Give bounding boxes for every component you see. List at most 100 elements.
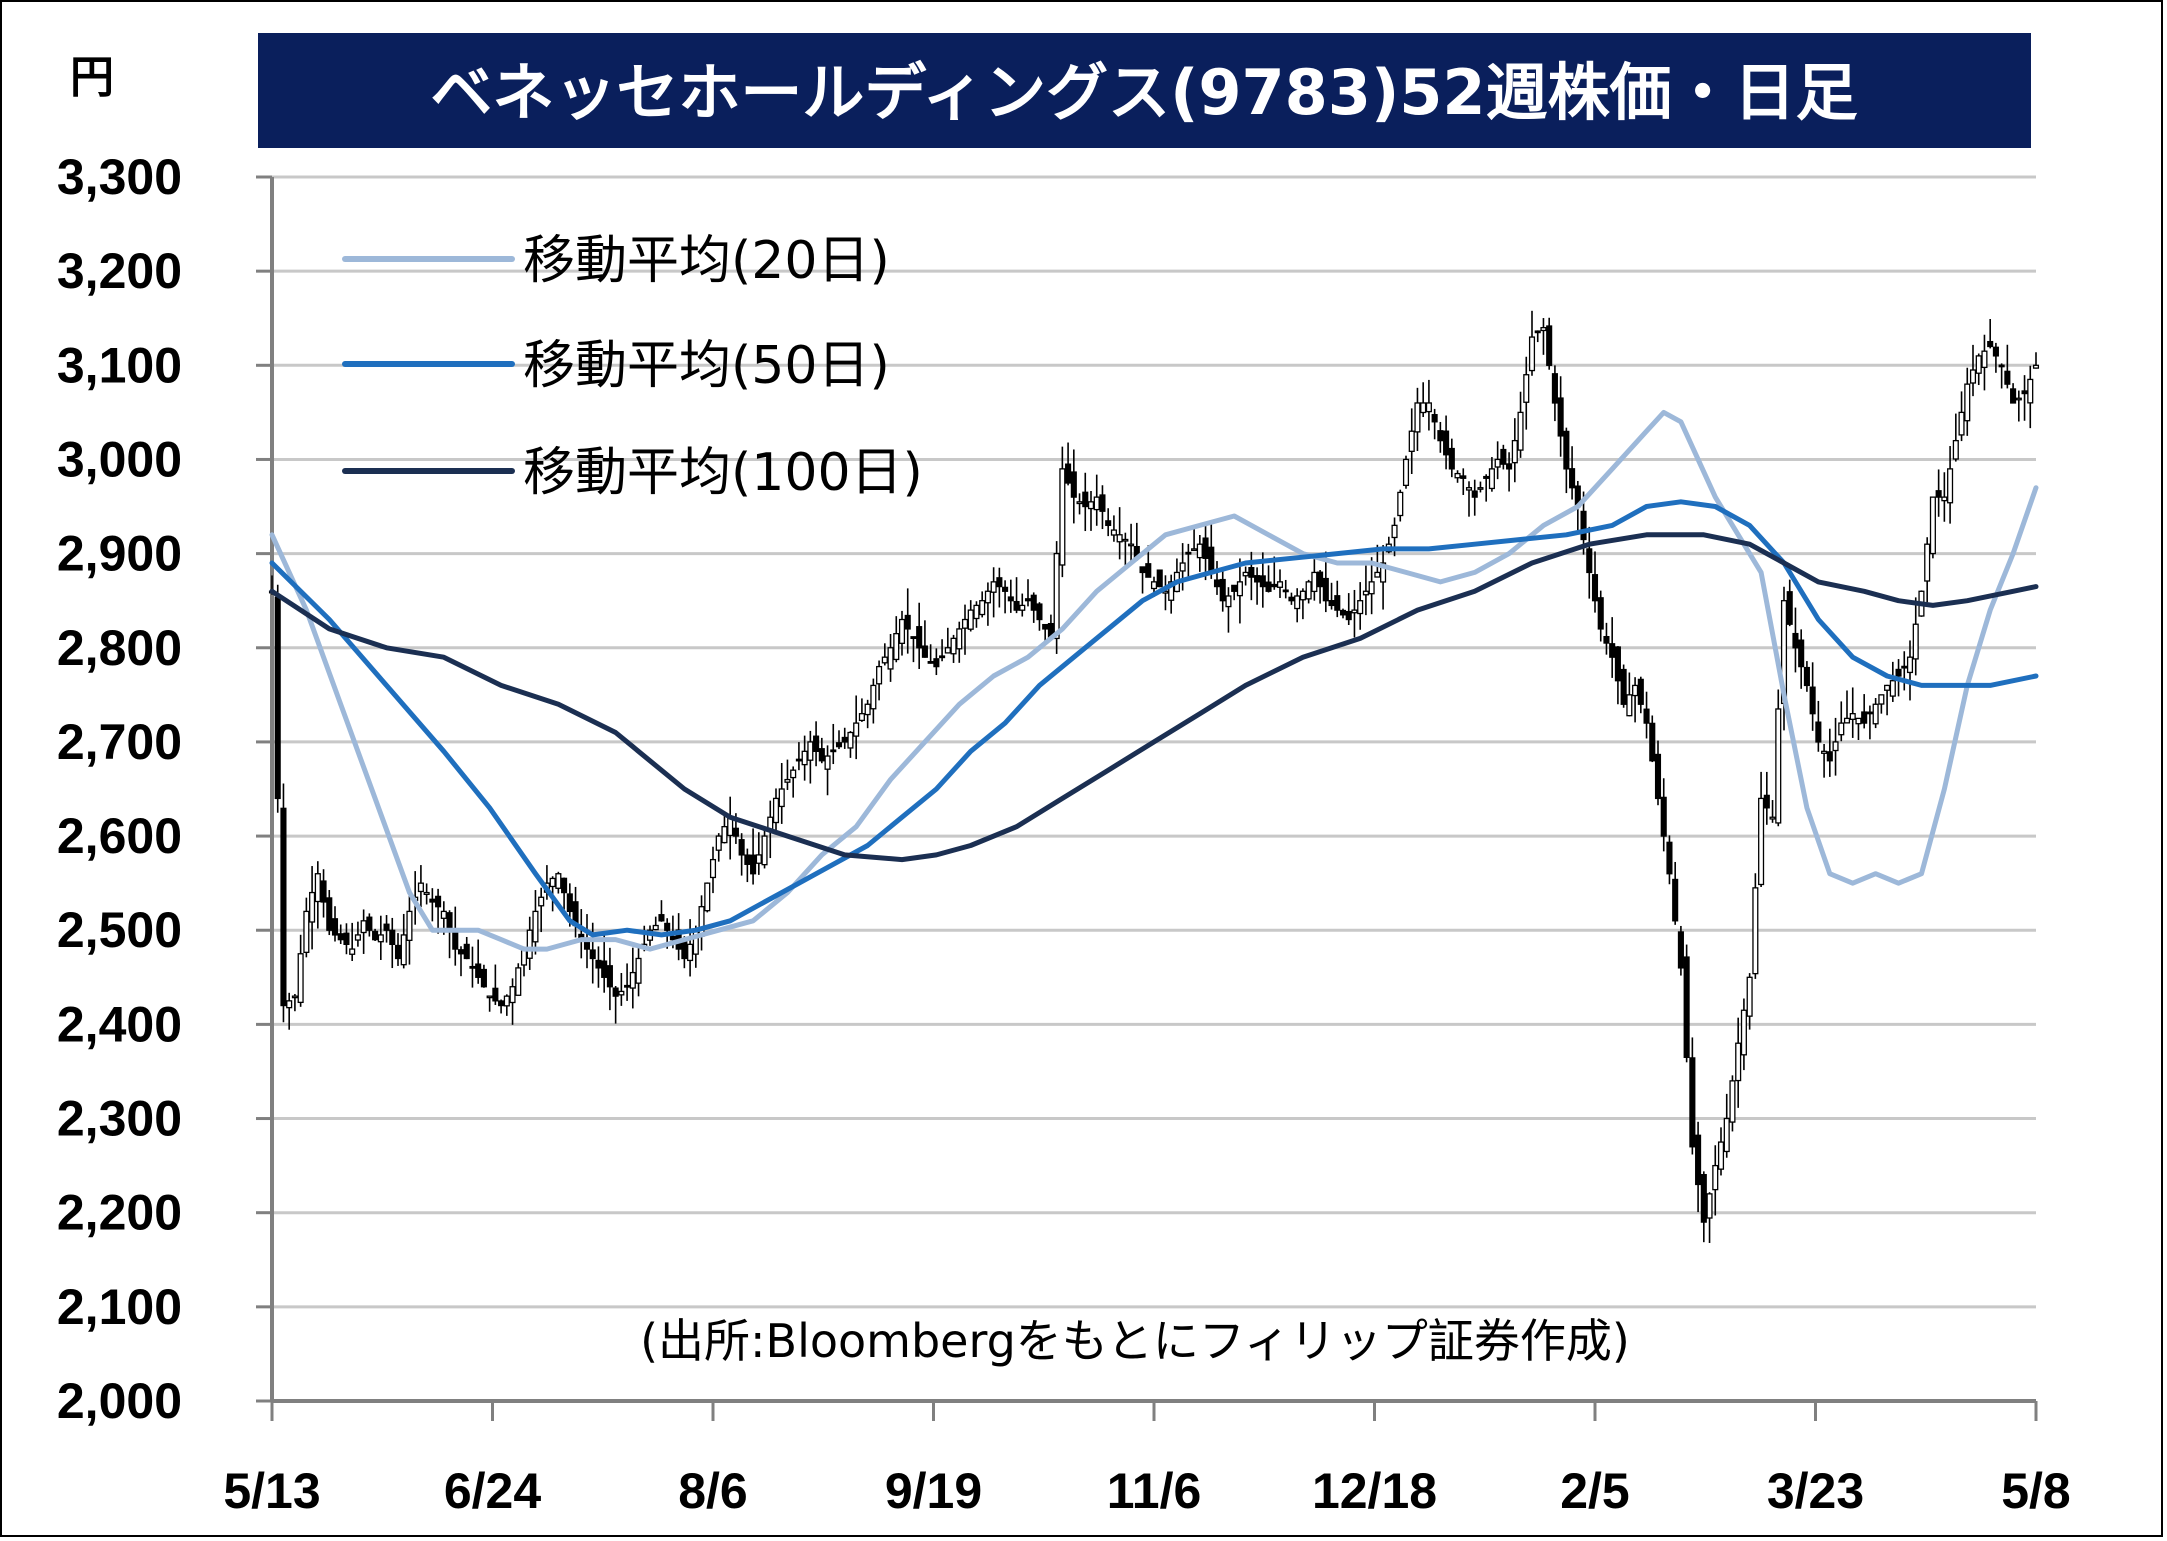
y-tick-label: 3,200 [57, 243, 182, 299]
candle-body [291, 995, 298, 999]
candle-body [1821, 750, 1828, 754]
candle-body [1374, 571, 1381, 578]
candle-body [870, 684, 877, 710]
candle-body [939, 655, 946, 659]
candle-body [406, 910, 413, 941]
candle-body [1992, 346, 1999, 357]
candles [268, 310, 2040, 1243]
source-note: (出所:Bloombergをもとにフィリップ証券作成) [640, 1314, 1630, 1368]
ma20-line [269, 409, 2039, 952]
y-tick-label: 3,300 [57, 149, 182, 205]
candle-body [486, 995, 493, 999]
candle-body [1884, 684, 1891, 691]
candle-body [1179, 562, 1186, 572]
candle-body [744, 854, 751, 865]
candle-body [423, 891, 430, 896]
y-tick-label: 2,800 [57, 620, 182, 676]
candle-body [1849, 713, 1856, 720]
candle-body [624, 984, 631, 988]
candle-body [326, 897, 333, 931]
candle-body [589, 949, 596, 960]
candle-body [709, 858, 717, 879]
candle-body [1276, 581, 1284, 588]
ma100-line [269, 532, 2039, 863]
candle-body [1620, 668, 1627, 705]
x-tick-label: 5/8 [2001, 1463, 2071, 1519]
candle-body [778, 788, 785, 808]
candle-body [360, 920, 367, 934]
candle-body [1637, 678, 1644, 705]
candle-body [1740, 1009, 1747, 1056]
title-banner [258, 33, 2031, 148]
candle-body [1683, 956, 1690, 1058]
candle-body [1586, 548, 1593, 574]
candle-body [801, 750, 808, 766]
x-tick-labels: 5/13 6/24 8/6 9/19 11/6 12/18 2/5 3/23 5/8 [223, 1463, 2070, 1519]
candle-body [818, 748, 825, 762]
candle-body [1941, 496, 1948, 502]
candle-body [1866, 711, 1873, 715]
candle-body [1213, 579, 1221, 588]
candle-body [813, 735, 820, 752]
candle-body [1952, 439, 1959, 460]
candle-body [595, 959, 602, 969]
candle-body [446, 912, 453, 931]
candle-body [1139, 566, 1146, 574]
candle-body [1282, 589, 1289, 593]
candle-body [1534, 330, 1541, 334]
candle-body [841, 736, 848, 743]
candle-body [337, 933, 344, 941]
candle-body [1792, 632, 1799, 649]
candle-body [1677, 931, 1684, 969]
candle-body [807, 741, 814, 761]
candle-body [1712, 1164, 1719, 1191]
candle-body [1219, 578, 1226, 602]
candle-body [1311, 571, 1318, 593]
candle-body [2027, 378, 2034, 404]
y-tick-label: 2,100 [57, 1279, 182, 1335]
candle-body [1758, 797, 1765, 886]
candle-body [698, 906, 705, 937]
y-tick-label: 2,200 [57, 1185, 182, 1241]
candle-body [1259, 575, 1266, 588]
candle-body [555, 873, 562, 889]
candle-body [881, 656, 888, 664]
candle-body [1912, 623, 1919, 660]
candle-body [549, 877, 556, 888]
candle-body [1947, 468, 1954, 504]
candle-body [704, 882, 711, 912]
candle-body [669, 935, 676, 941]
candle-body [1345, 610, 1352, 621]
candle-body [1339, 609, 1347, 616]
legend: 移動平均(20日) 移動平均(50日) 移動平均(100日) [342, 231, 923, 503]
candle-body [629, 971, 636, 989]
candle-body [1563, 430, 1570, 470]
candle-body [1603, 636, 1610, 644]
candle-body [1895, 668, 1902, 677]
candle-body [274, 596, 281, 800]
candle-body [349, 948, 356, 955]
candle-body [1322, 577, 1329, 602]
candle-body [1236, 581, 1243, 597]
y-tick-label: 3,100 [57, 337, 182, 393]
candle-body [1660, 796, 1667, 837]
candle-body [1654, 753, 1662, 800]
candle-body [876, 665, 883, 685]
candle-body [309, 891, 316, 923]
x-tick-label: 8/6 [678, 1463, 748, 1519]
candle-body [1294, 595, 1301, 610]
candle-body [1408, 430, 1415, 452]
candle-body [366, 916, 373, 931]
axes [256, 175, 2038, 1421]
candle-body [1059, 468, 1066, 566]
candle-body [1689, 1057, 1696, 1148]
candle-body [1483, 475, 1490, 479]
candle-body [1826, 751, 1833, 762]
candle-body [515, 967, 522, 996]
candle-body [1723, 1117, 1730, 1153]
candle-body [452, 930, 459, 950]
candle-body [944, 647, 951, 654]
candle-body [893, 632, 900, 661]
candle-body [1998, 364, 2005, 368]
candle-body [1889, 680, 1896, 697]
